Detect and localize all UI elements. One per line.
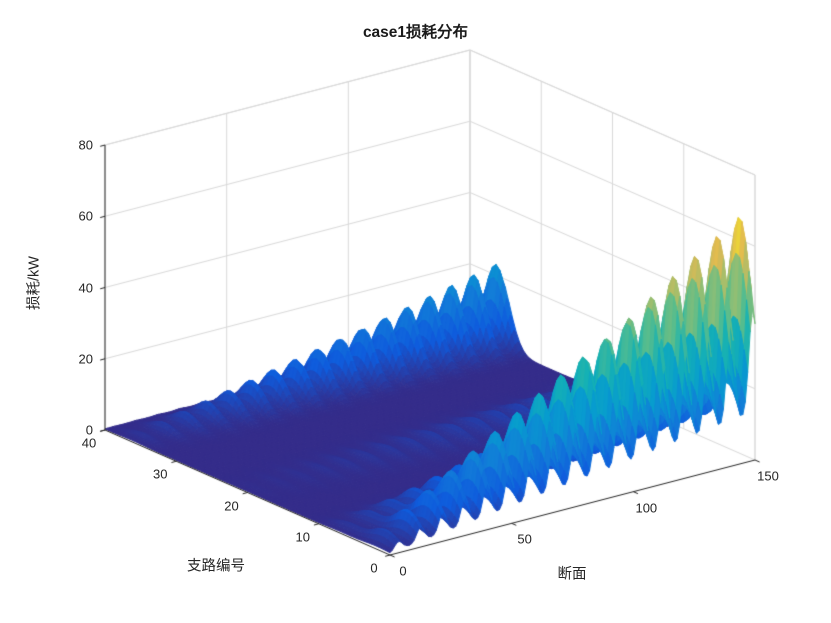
y-tick-label: 20 bbox=[224, 498, 239, 513]
z-tick-label: 0 bbox=[85, 422, 93, 438]
y-tick-label: 0 bbox=[370, 560, 378, 576]
z-tick-label: 20 bbox=[78, 351, 93, 367]
x-tick-label: 0 bbox=[399, 563, 407, 579]
z-tick-label: 40 bbox=[78, 280, 93, 295]
chart-title: case1损耗分布 bbox=[362, 24, 469, 41]
x-tick-label: 150 bbox=[757, 468, 779, 484]
x-tick-label: 100 bbox=[635, 500, 658, 516]
y-axis-label: 支路编号 bbox=[187, 558, 245, 575]
z-axis-label: 损耗/kW bbox=[26, 256, 43, 310]
z-tick-label: 60 bbox=[78, 208, 93, 224]
x-tick-label: 50 bbox=[517, 531, 532, 547]
z-tick-label: 80 bbox=[78, 137, 93, 153]
y-tick-label: 10 bbox=[295, 529, 310, 545]
y-tick-label: 40 bbox=[81, 435, 97, 451]
y-tick-label: 30 bbox=[153, 466, 168, 482]
x-axis-label: 断面 bbox=[557, 566, 587, 583]
